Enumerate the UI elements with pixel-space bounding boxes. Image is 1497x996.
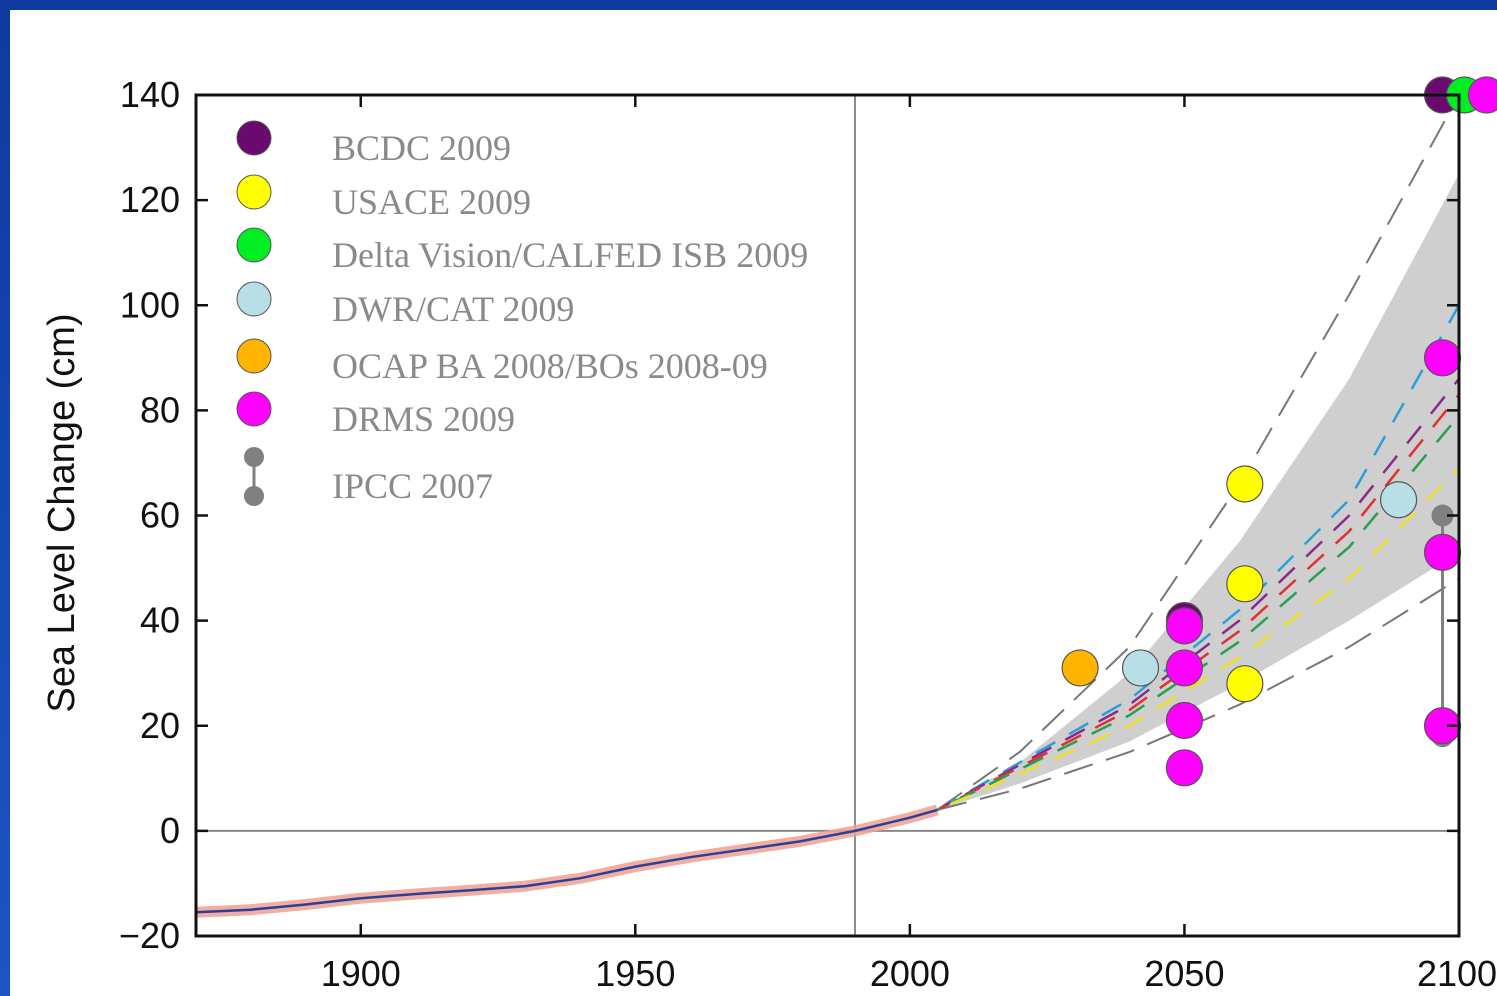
data-point <box>1226 665 1264 703</box>
x-tick-label: 2050 <box>1144 953 1224 994</box>
x-tick-label: 1950 <box>595 953 675 994</box>
projection-band-layer <box>936 94 1460 811</box>
data-point <box>1165 701 1204 740</box>
scenario-line <box>936 378 1460 811</box>
legend-marker <box>236 391 272 427</box>
ipcc-range-high-point <box>1431 504 1454 527</box>
y-tick-label: 120 <box>120 179 180 220</box>
y-axis-label: Sea Level Change (cm) <box>41 313 83 712</box>
legend-label: DWR/CAT 2009 <box>332 289 574 329</box>
data-point <box>1121 649 1160 687</box>
y-tick-label: 140 <box>120 74 180 115</box>
y-tick-label: 20 <box>140 705 180 746</box>
legend-marker <box>236 227 272 263</box>
data-point <box>1226 565 1264 603</box>
scenario-line <box>936 467 1460 812</box>
legend-label: USACE 2009 <box>332 182 531 222</box>
upper-bound-dashed-line <box>936 94 1460 811</box>
data-point <box>1226 465 1264 503</box>
legend-label: Delta Vision/CALFED ISB 2009 <box>332 235 808 275</box>
data-point <box>1165 607 1204 645</box>
legend-marker-range-low <box>244 486 264 506</box>
legend: BCDC 2009 USACE 2009 Delta Vision/CALFED I… <box>236 120 808 506</box>
legend-label: BCDC 2009 <box>332 128 511 168</box>
x-tick-label: 2000 <box>870 953 950 994</box>
legend-marker <box>236 281 272 317</box>
lower-bound-dashed-line <box>937 577 1460 811</box>
data-point <box>1061 649 1099 687</box>
series-lines-layer <box>195 304 1461 918</box>
scenario-line <box>936 304 1461 811</box>
legend-marker-range-high <box>244 447 264 467</box>
tick-labels-layer: 1900 1950 2000 2050 2100 −20 0 20 40 60 80 100 120 14… <box>119 74 1497 994</box>
y-tick-label: 60 <box>140 495 180 536</box>
legend-label: DRMS 2009 <box>332 399 515 439</box>
data-point <box>1165 649 1204 687</box>
legend-marker <box>236 174 272 210</box>
legend-label: OCAP BA 2008/BOs 2008-09 <box>332 346 768 386</box>
y-tick-label: 0 <box>160 810 180 851</box>
y-tick-label: 80 <box>140 389 180 430</box>
y-tick-label: 40 <box>140 600 180 641</box>
data-point <box>1467 76 1497 114</box>
x-tick-label: 2100 <box>1417 953 1497 994</box>
y-tick-label: 100 <box>120 284 180 325</box>
data-point <box>1423 533 1462 571</box>
scenario-line <box>936 393 1460 812</box>
data-point <box>1423 707 1462 745</box>
data-point <box>1379 481 1418 519</box>
x-tick-label: 1900 <box>321 953 401 994</box>
observed-line <box>195 808 938 914</box>
data-point <box>1165 749 1204 787</box>
scenario-line <box>936 414 1460 812</box>
legend-label: IPCC 2007 <box>332 466 493 506</box>
legend-marker <box>236 338 272 374</box>
legend-marker <box>236 120 272 156</box>
y-tick-label: −20 <box>119 915 180 956</box>
data-point <box>1423 339 1462 377</box>
axes-layer <box>194 93 1461 938</box>
observed-uncertainty-line <box>195 804 939 918</box>
